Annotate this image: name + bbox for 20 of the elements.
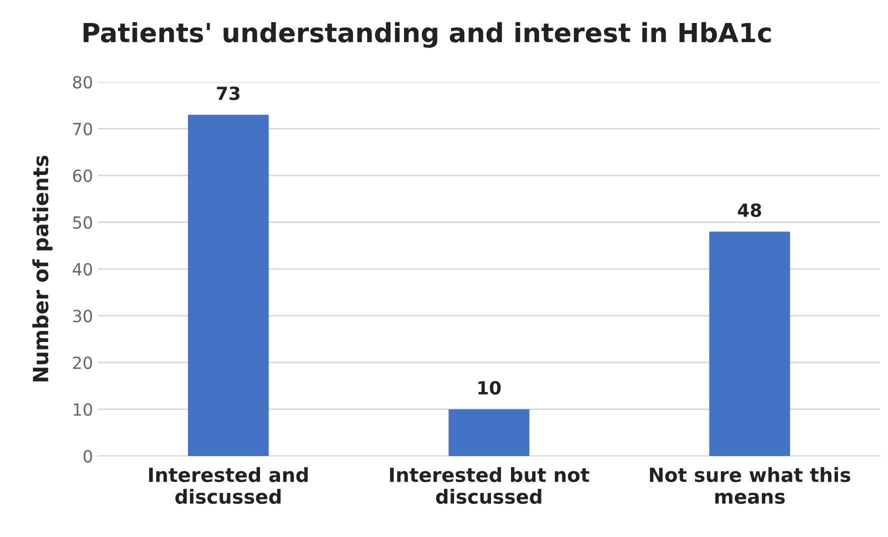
x-tick-label: Interested but not discussed <box>390 467 590 504</box>
x-tick-label: Interested and discussed <box>149 467 308 504</box>
y-tick-label: 50 <box>73 216 92 229</box>
y-tick-label: 70 <box>73 122 92 136</box>
y-tick-label: 80 <box>73 76 92 89</box>
bar <box>448 409 530 456</box>
y-tick-label: 20 <box>73 356 92 370</box>
y-tick-label: 10 <box>74 403 92 416</box>
bar <box>709 232 790 456</box>
x-tick-label: Not sure what this means <box>650 467 850 504</box>
y-axis-title: Number of patients <box>32 156 52 382</box>
data-label: 10 <box>478 380 501 395</box>
y-tick-label: 40 <box>72 262 92 276</box>
data-label: 73 <box>216 86 240 100</box>
y-tick-label: 60 <box>73 169 92 182</box>
chart-title: Patients' understanding and interest in HbA1c <box>84 22 771 48</box>
y-tick-label: 30 <box>73 310 92 322</box>
y-tick-label: 0 <box>84 450 92 463</box>
bar <box>188 114 269 456</box>
data-label: 48 <box>738 203 762 217</box>
